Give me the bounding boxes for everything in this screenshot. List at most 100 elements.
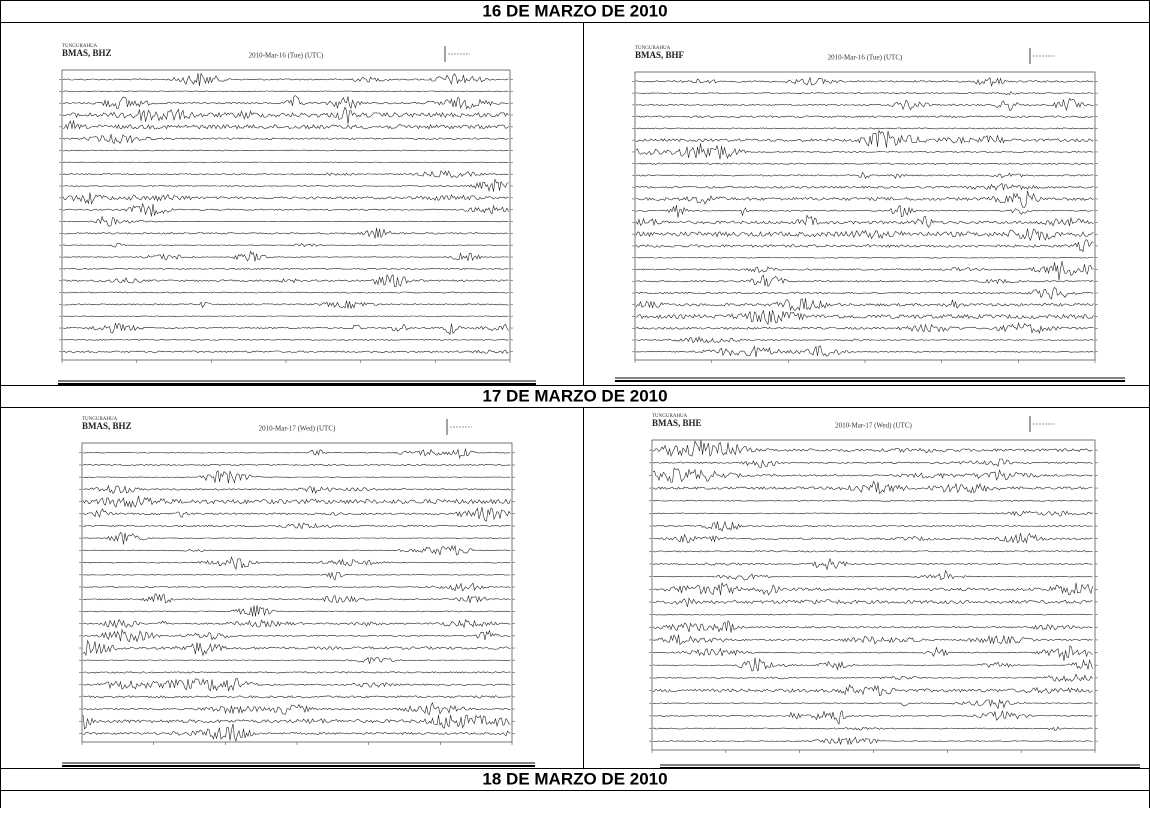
date-label: 2010-Mar-16 (Tue) (UTC) bbox=[249, 52, 324, 60]
network-label: TUNGURAHUA bbox=[82, 417, 118, 422]
seismic-trace bbox=[652, 726, 1093, 731]
seismic-trace bbox=[82, 639, 511, 657]
seismic-trace bbox=[82, 463, 511, 467]
seismic-trace bbox=[636, 261, 1094, 281]
seismic-trace bbox=[652, 613, 1093, 616]
station-label: BMAS, BHE bbox=[652, 418, 702, 428]
seismic-trace bbox=[652, 736, 1093, 746]
network-label: TUNGURAHUA bbox=[635, 46, 671, 51]
seismic-trace bbox=[62, 134, 509, 145]
seismic-trace bbox=[635, 127, 1094, 130]
seismic-trace bbox=[63, 300, 509, 310]
seismic-trace bbox=[62, 215, 509, 227]
station-label: BMAS, BHF bbox=[635, 50, 685, 60]
seismic-trace bbox=[62, 267, 509, 270]
seismic-trace bbox=[62, 120, 509, 130]
seismic-trace bbox=[652, 550, 1093, 553]
seismic-trace bbox=[652, 620, 1093, 633]
seismic-trace bbox=[62, 227, 509, 239]
seismic-trace bbox=[62, 178, 509, 192]
seismic-trace bbox=[62, 322, 509, 336]
seismic-trace bbox=[635, 90, 1094, 96]
date-label: 2010-Mar-17 (Wed) (UTC) bbox=[835, 422, 912, 430]
seismic-trace bbox=[635, 97, 1094, 112]
seismic-trace bbox=[635, 321, 1094, 335]
seismic-trace bbox=[635, 257, 1094, 259]
seismic-trace bbox=[62, 315, 509, 317]
date-label: 2010-Mar-17 (Wed) (UTC) bbox=[259, 425, 336, 433]
seismic-trace bbox=[635, 76, 1094, 87]
seismic-trace bbox=[82, 531, 511, 545]
seismic-trace bbox=[62, 161, 509, 164]
seismic-trace bbox=[652, 458, 1093, 469]
seismic-trace bbox=[82, 582, 511, 592]
seismic-trace bbox=[62, 149, 509, 152]
seismic-trace bbox=[82, 495, 511, 508]
seismic-trace bbox=[652, 532, 1093, 544]
seismic-trace bbox=[63, 95, 509, 110]
seismic-trace bbox=[62, 349, 509, 354]
seismic-trace bbox=[652, 440, 1093, 457]
seismic-trace bbox=[635, 345, 1094, 357]
seismic-trace bbox=[82, 678, 511, 692]
date-label: 2010-Mar-16 (Tue) (UTC) bbox=[828, 54, 903, 62]
seismic-trace bbox=[652, 657, 1093, 672]
seismic-trace bbox=[82, 522, 511, 530]
date-header: 17 DE MARZO DE 2010 bbox=[482, 386, 667, 405]
seismic-trace bbox=[62, 339, 509, 341]
seismic-trace bbox=[635, 298, 1094, 312]
seismic-trace bbox=[82, 556, 511, 571]
seismic-trace bbox=[62, 192, 509, 205]
seismic-trace bbox=[82, 470, 511, 484]
seismic-trace bbox=[82, 723, 511, 742]
seismic-trace bbox=[62, 90, 509, 93]
seismic-trace bbox=[652, 698, 1093, 710]
network-label: TUNGURAHUA bbox=[652, 414, 688, 419]
seismic-trace bbox=[62, 170, 509, 179]
seismic-trace bbox=[82, 507, 511, 522]
seismic-trace bbox=[82, 484, 511, 495]
date-header: 16 DE MARZO DE 2010 bbox=[482, 1, 667, 20]
station-label: BMAS, BHZ bbox=[82, 421, 132, 431]
seismic-trace bbox=[82, 701, 511, 716]
plot-frame bbox=[81, 442, 513, 743]
seismic-trace bbox=[652, 480, 1093, 495]
seismic-trace bbox=[635, 228, 1094, 242]
seismic-trace bbox=[652, 520, 1093, 532]
seismic-trace bbox=[82, 605, 511, 617]
seismic-trace bbox=[652, 569, 1093, 581]
seismic-trace bbox=[652, 684, 1093, 696]
seismic-trace bbox=[652, 467, 1093, 483]
seismic-trace bbox=[636, 274, 1094, 288]
seismic-trace bbox=[652, 510, 1093, 517]
seismic-trace bbox=[635, 309, 1094, 326]
seismic-trace bbox=[635, 239, 1094, 253]
seismic-trace bbox=[635, 287, 1094, 300]
seismic-trace bbox=[652, 582, 1093, 596]
seismic-trace bbox=[635, 336, 1094, 344]
seismic-trace bbox=[652, 673, 1093, 682]
seismic-trace bbox=[82, 544, 511, 556]
seismic-trace bbox=[82, 593, 511, 604]
seismic-trace bbox=[82, 714, 511, 730]
seismic-trace bbox=[82, 618, 511, 629]
seismic-trace bbox=[652, 597, 1093, 607]
seismic-trace bbox=[62, 291, 509, 294]
seismic-trace bbox=[652, 634, 1093, 645]
seismic-trace bbox=[652, 710, 1093, 725]
seismic-trace bbox=[635, 129, 1094, 148]
station-label: BMAS, BHZ bbox=[62, 48, 112, 58]
seismic-trace bbox=[635, 214, 1094, 228]
seismic-trace bbox=[82, 448, 511, 459]
seismic-trace bbox=[635, 204, 1094, 218]
seismic-trace bbox=[635, 182, 1094, 191]
seismic-trace bbox=[652, 499, 1093, 502]
seismic-trace bbox=[62, 274, 509, 288]
network-label: TUNGURAHUA bbox=[62, 44, 98, 49]
